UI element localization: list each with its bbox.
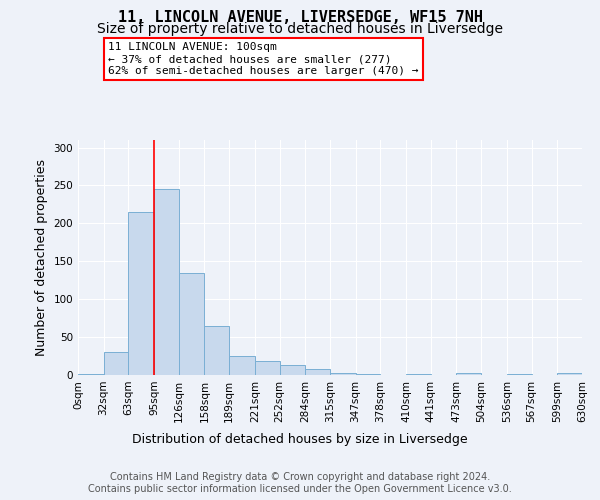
- Bar: [457, 374, 481, 375]
- Bar: [280, 365, 305, 375]
- Text: Distribution of detached houses by size in Liversedge: Distribution of detached houses by size …: [132, 432, 468, 446]
- Bar: [78, 374, 104, 375]
- Bar: [406, 374, 431, 375]
- Text: 11 LINCOLN AVENUE: 100sqm
← 37% of detached houses are smaller (277)
62% of semi: 11 LINCOLN AVENUE: 100sqm ← 37% of detac…: [108, 42, 419, 76]
- Bar: [128, 212, 154, 375]
- Text: Contains HM Land Registry data © Crown copyright and database right 2024.: Contains HM Land Registry data © Crown c…: [110, 472, 490, 482]
- Bar: [330, 372, 356, 375]
- Text: Size of property relative to detached houses in Liversedge: Size of property relative to detached ho…: [97, 22, 503, 36]
- Bar: [104, 352, 128, 375]
- Bar: [356, 374, 380, 375]
- Bar: [154, 188, 179, 375]
- Bar: [255, 362, 280, 375]
- Bar: [557, 374, 582, 375]
- Text: Contains public sector information licensed under the Open Government Licence v3: Contains public sector information licen…: [88, 484, 512, 494]
- Bar: [179, 272, 205, 375]
- Bar: [507, 374, 532, 375]
- Text: 11, LINCOLN AVENUE, LIVERSEDGE, WF15 7NH: 11, LINCOLN AVENUE, LIVERSEDGE, WF15 7NH: [118, 10, 482, 25]
- Bar: [205, 326, 229, 375]
- Bar: [229, 356, 255, 375]
- Bar: [305, 369, 330, 375]
- Y-axis label: Number of detached properties: Number of detached properties: [35, 159, 48, 356]
